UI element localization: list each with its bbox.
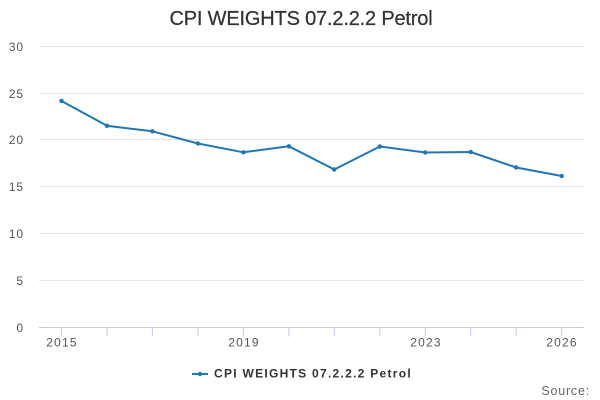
svg-text:Source:: Source: <box>541 384 590 398</box>
svg-text:2023: 2023 <box>410 336 442 350</box>
svg-text:2015: 2015 <box>46 336 78 350</box>
svg-text:5: 5 <box>16 274 24 288</box>
svg-text:2026: 2026 <box>546 336 578 350</box>
svg-text:2019: 2019 <box>228 336 260 350</box>
svg-text:30: 30 <box>9 40 24 54</box>
svg-text:0: 0 <box>16 321 24 335</box>
svg-text:CPI WEIGHTS 07.2.2.2 Petrol: CPI WEIGHTS 07.2.2.2 Petrol <box>214 367 412 381</box>
svg-text:15: 15 <box>9 180 24 194</box>
svg-text:20: 20 <box>9 133 24 147</box>
svg-text:CPI WEIGHTS 07.2.2.2 Petrol: CPI WEIGHTS 07.2.2.2 Petrol <box>169 8 432 30</box>
svg-text:25: 25 <box>9 87 24 101</box>
svg-text:10: 10 <box>9 227 24 241</box>
